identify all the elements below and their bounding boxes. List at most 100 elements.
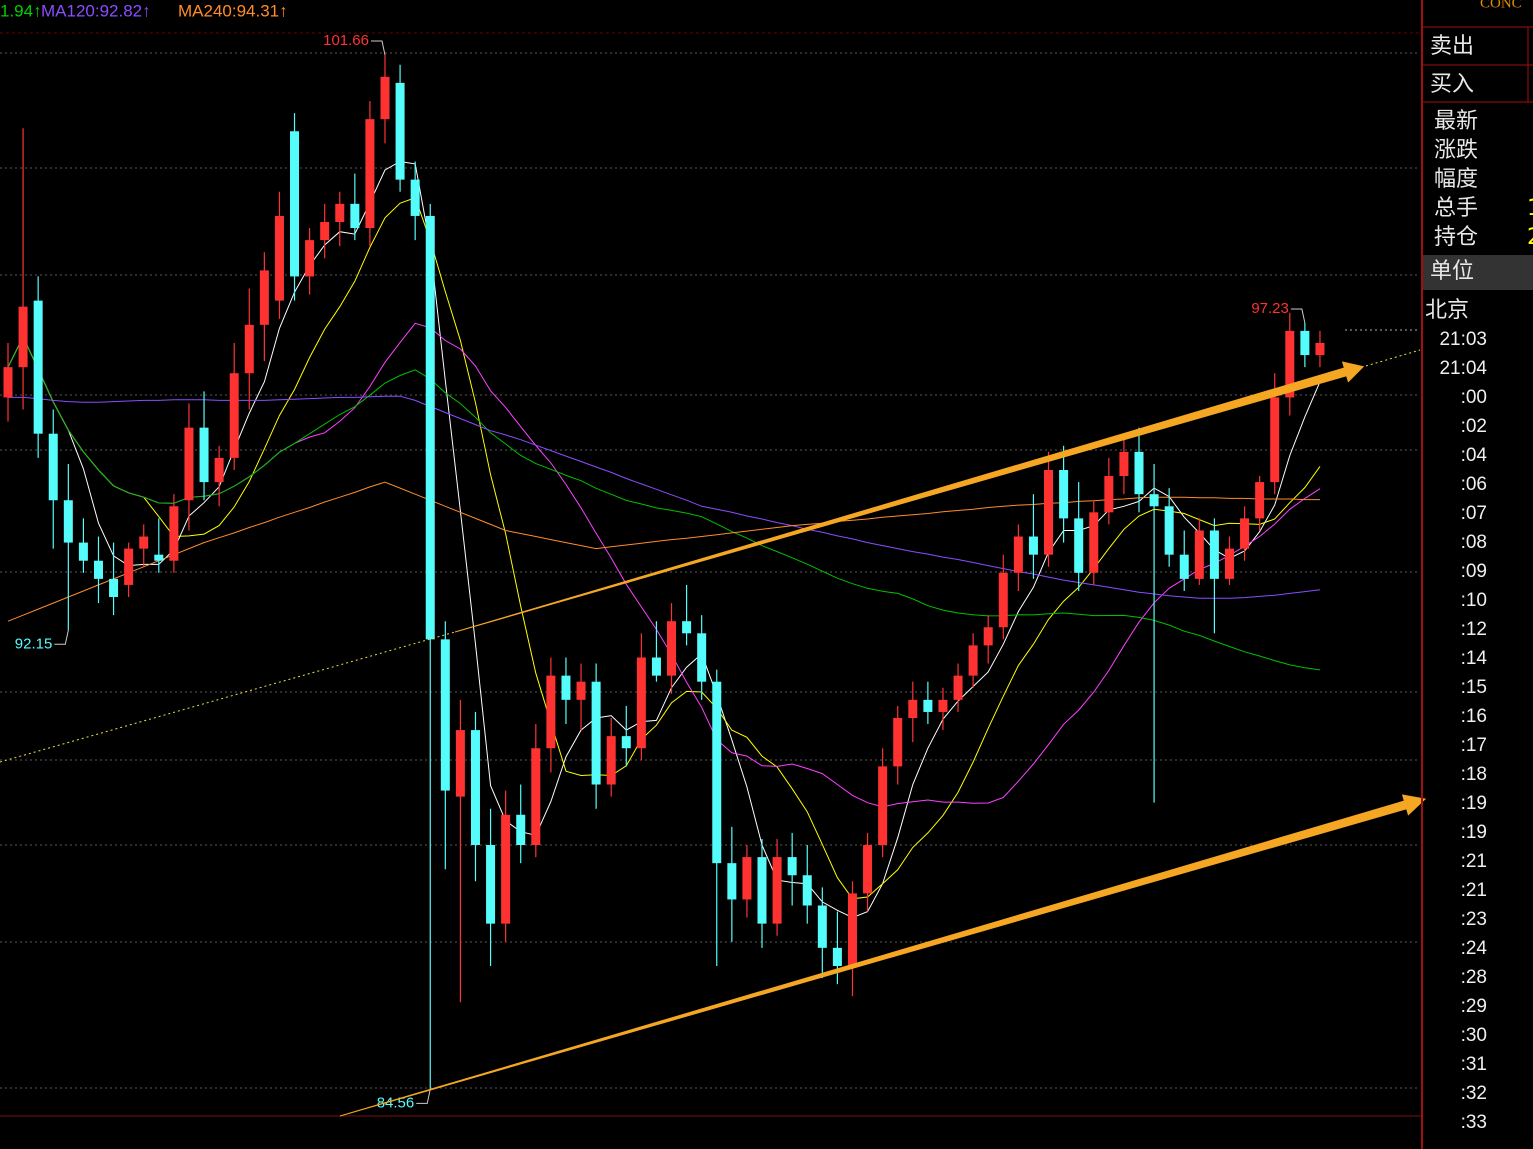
candle-body xyxy=(772,857,782,924)
candle-body xyxy=(380,76,390,120)
annotation-label: 97.23 xyxy=(1251,300,1289,317)
ma-line xyxy=(7,335,1321,671)
candle-body xyxy=(1194,530,1204,579)
candle-body xyxy=(3,367,13,398)
candle-body xyxy=(1270,397,1280,483)
tick-time: :21 xyxy=(1461,880,1487,901)
tick-time: :02 xyxy=(1461,416,1487,437)
candle-body xyxy=(847,893,857,966)
tick-time: :24 xyxy=(1461,938,1488,959)
annotation-leader xyxy=(1290,308,1306,324)
candle-body xyxy=(1315,342,1325,356)
candle-body xyxy=(1149,494,1159,507)
quote-value: 1 xyxy=(1527,196,1533,221)
candle-body xyxy=(863,845,873,894)
trade-label[interactable]: 卖出 xyxy=(1430,34,1474,59)
annotation-label: 84.56 xyxy=(377,1094,415,1111)
candle-body xyxy=(229,373,239,458)
tick-time: :12 xyxy=(1461,619,1487,640)
candle-body xyxy=(169,506,179,561)
candle-body xyxy=(1044,469,1054,555)
candle-body xyxy=(606,736,616,785)
candle-body xyxy=(923,699,933,712)
candle-body xyxy=(757,857,767,924)
candle-body xyxy=(968,645,978,676)
trend-lines xyxy=(0,329,1427,1117)
tick-time: :21 xyxy=(1461,851,1487,872)
candle-body xyxy=(682,621,692,634)
tick-time: :15 xyxy=(1461,677,1487,698)
tick-time: :17 xyxy=(1461,735,1487,756)
plot: 101.66 92.15 97.23 84.56 xyxy=(3,32,1325,1111)
candle-body xyxy=(395,82,405,180)
candle-body xyxy=(697,633,707,682)
candle-body xyxy=(63,500,73,543)
candle-body xyxy=(908,699,918,718)
annotation-leader xyxy=(54,630,69,645)
ma-series-line xyxy=(8,395,1321,599)
candle-body xyxy=(667,621,677,676)
candle-body xyxy=(983,627,993,646)
candle-body xyxy=(335,203,345,222)
candle-body xyxy=(1164,506,1174,555)
candle-body xyxy=(621,736,631,749)
tick-time: :08 xyxy=(1461,532,1487,553)
candle-body xyxy=(440,639,450,791)
candle-body xyxy=(259,270,269,325)
candle-body xyxy=(953,675,963,700)
candle-body xyxy=(93,560,103,579)
candle-body xyxy=(651,657,661,676)
tick-time: :14 xyxy=(1461,648,1488,669)
legend: 1.94↑ MA120:92.82↑ MA240:94.31↑ xyxy=(0,1,288,20)
candle-body xyxy=(802,875,812,906)
candle-body xyxy=(1013,536,1023,573)
candle-body xyxy=(727,863,737,900)
candle-body xyxy=(546,675,556,749)
candle-body xyxy=(1134,451,1144,495)
candle-body xyxy=(501,814,511,924)
trade-label[interactable]: 买入 xyxy=(1430,72,1474,97)
candle-body xyxy=(109,578,119,598)
candle-body xyxy=(531,748,541,846)
candle-body xyxy=(998,572,1008,628)
quote-value: 2 xyxy=(1527,225,1533,250)
candle-body xyxy=(1255,482,1265,519)
candle-body xyxy=(1300,330,1310,356)
candle-body xyxy=(1089,512,1099,573)
candle-body xyxy=(1119,451,1129,477)
candle-body xyxy=(305,240,315,277)
tick-time: 21:03 xyxy=(1439,329,1487,350)
tick-time: :06 xyxy=(1461,474,1487,495)
tick-time: :10 xyxy=(1461,590,1487,611)
unit-label: 单位 xyxy=(1430,259,1474,284)
quote-label: 总手 xyxy=(1434,196,1478,221)
upper-arrow xyxy=(454,361,1365,633)
candle-body xyxy=(410,179,420,216)
candle-body xyxy=(214,457,224,483)
candle-body xyxy=(320,221,330,241)
candle-body xyxy=(1224,548,1234,579)
candle-body xyxy=(350,203,360,229)
candle-body xyxy=(154,554,164,561)
tick-time: :31 xyxy=(1461,1054,1487,1075)
tick-time: :29 xyxy=(1461,996,1487,1017)
candle-body xyxy=(893,717,903,767)
tick-time: :07 xyxy=(1461,503,1487,524)
candle-body xyxy=(1240,518,1250,549)
legend-entry: MA120:92.82↑ xyxy=(41,1,151,20)
quote-label: 幅度 xyxy=(1434,167,1478,192)
candle-body xyxy=(455,730,465,797)
side-panel: CONC 卖出 买入 单位 北京 xyxy=(1421,0,1533,1149)
tick-time: :09 xyxy=(1461,561,1487,582)
candle-body xyxy=(1285,330,1295,398)
candle-body xyxy=(1179,554,1189,579)
annotation-leader xyxy=(371,40,386,56)
candle-body xyxy=(124,548,134,585)
candle-body xyxy=(938,699,948,712)
candle-body xyxy=(787,857,797,876)
candle-body xyxy=(516,814,526,846)
legend-entry: 1.94↑ xyxy=(0,1,42,20)
lower-arrow xyxy=(339,794,1427,1117)
candle-body xyxy=(486,845,496,924)
